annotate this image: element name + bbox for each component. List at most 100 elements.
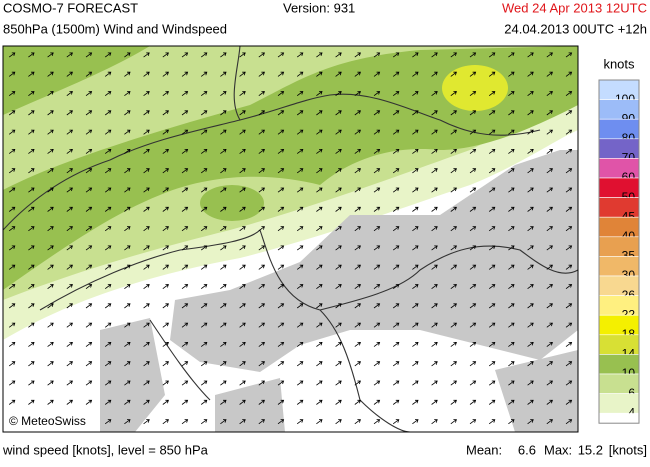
wind-arrow: [47, 129, 54, 135]
wind-arrow: [488, 149, 496, 154]
wind-arrow: [200, 361, 208, 367]
wind-arrow: [258, 71, 265, 77]
wind-arrow: [488, 206, 496, 212]
wind-arrow: [488, 399, 496, 405]
wind-arrow: [239, 91, 246, 97]
wind-arrow: [431, 419, 438, 425]
wind-arrow: [431, 342, 438, 347]
wind-arrow: [565, 206, 573, 212]
wind-arrow: [450, 52, 457, 58]
wind-arrow: [85, 149, 93, 154]
wind-arrow: [124, 168, 131, 174]
wind-arrow: [296, 226, 304, 232]
wind-arrow: [335, 284, 342, 290]
wind-arrow: [373, 129, 381, 135]
wind-arrow: [565, 342, 573, 347]
wind-arrow: [47, 380, 54, 386]
wind-arrow: [181, 187, 189, 193]
wind-arrow: [104, 129, 112, 135]
wind-arrow: [104, 245, 112, 251]
wind-arrow: [527, 149, 534, 154]
wind-arrow: [469, 264, 477, 270]
wind-arrow: [488, 168, 496, 174]
wind-arrow: [316, 52, 323, 58]
footer-description: wind speed [knots], level = 850 hPa: [2, 442, 209, 457]
wind-arrow: [412, 187, 419, 193]
wind-arrow: [373, 303, 381, 309]
wind-arrow: [239, 245, 246, 251]
wind-arrow: [450, 168, 457, 174]
wind-arrow: [162, 322, 169, 328]
wind-arrow: [239, 110, 246, 116]
wind-arrow: [200, 226, 208, 232]
wind-arrow: [143, 110, 150, 116]
wind-arrow: [412, 303, 419, 309]
wind-arrow: [181, 284, 189, 290]
wind-arrow: [162, 226, 169, 232]
wind-arrow: [469, 226, 477, 232]
wind-arrow: [546, 342, 553, 347]
wind-arrow: [124, 206, 131, 212]
valid-time: Wed 24 Apr 2013 12UTC: [502, 0, 647, 15]
wind-arrow: [335, 361, 342, 367]
mean-label: Mean:: [466, 442, 502, 457]
unit: [knots]: [609, 442, 647, 457]
wind-arrow: [162, 129, 169, 135]
wind-arrow: [8, 187, 16, 193]
wind-arrow: [469, 399, 477, 405]
wind-arrow: [104, 110, 112, 116]
wind-arrow: [565, 149, 573, 154]
wind-arrow: [335, 342, 342, 347]
wind-arrow: [565, 187, 573, 193]
wind-arrow: [546, 380, 553, 386]
wind-arrow: [258, 264, 265, 270]
wind-arrow: [431, 187, 438, 193]
wind-arrow: [239, 52, 246, 58]
wind-arrow: [450, 129, 457, 135]
wind-arrow: [47, 342, 54, 347]
wind-arrow: [373, 226, 381, 232]
wind-arrow: [488, 129, 496, 135]
wind-arrow: [8, 264, 16, 270]
wind-arrow: [316, 71, 323, 77]
wind-arrow: [354, 264, 361, 270]
wind-arrow: [296, 399, 304, 405]
wind-arrow: [162, 168, 169, 174]
wind-arrow: [335, 110, 342, 116]
wind-arrow: [450, 149, 457, 154]
wind-arrow: [277, 380, 285, 386]
wind-arrow: [392, 380, 400, 386]
wind-arrow: [143, 399, 150, 405]
wind-arrow: [104, 284, 112, 290]
wind-arrow: [85, 399, 93, 405]
wind-arrow: [258, 399, 265, 405]
wind-arrow: [527, 342, 534, 347]
wind-arrow: [488, 322, 496, 328]
wind-arrow: [392, 91, 400, 97]
wind-arrow: [450, 284, 457, 290]
wind-arrow: [488, 303, 496, 309]
wind-arrow: [104, 91, 112, 97]
wind-arrow: [66, 91, 73, 97]
wind-arrow: [373, 322, 381, 328]
wind-arrow: [565, 226, 573, 232]
wind-arrow: [392, 226, 400, 232]
wind-arrow: [124, 284, 131, 290]
wind-arrow: [66, 399, 73, 405]
wind-arrow: [200, 245, 208, 251]
wind-arrow: [143, 52, 150, 58]
wind-arrow: [508, 206, 515, 212]
wind-arrow: [431, 206, 438, 212]
wind-arrow: [316, 149, 323, 154]
wind-arrow: [565, 284, 573, 290]
wind-arrow: [335, 264, 342, 270]
wind-arrow: [296, 91, 304, 97]
wind-arrow: [412, 342, 419, 347]
wind-arrow: [66, 245, 73, 251]
wind-arrow: [239, 264, 246, 270]
wind-arrow: [488, 264, 496, 270]
wind-arrow: [565, 361, 573, 367]
wind-arrow: [508, 380, 515, 386]
wind-arrow: [181, 342, 189, 347]
